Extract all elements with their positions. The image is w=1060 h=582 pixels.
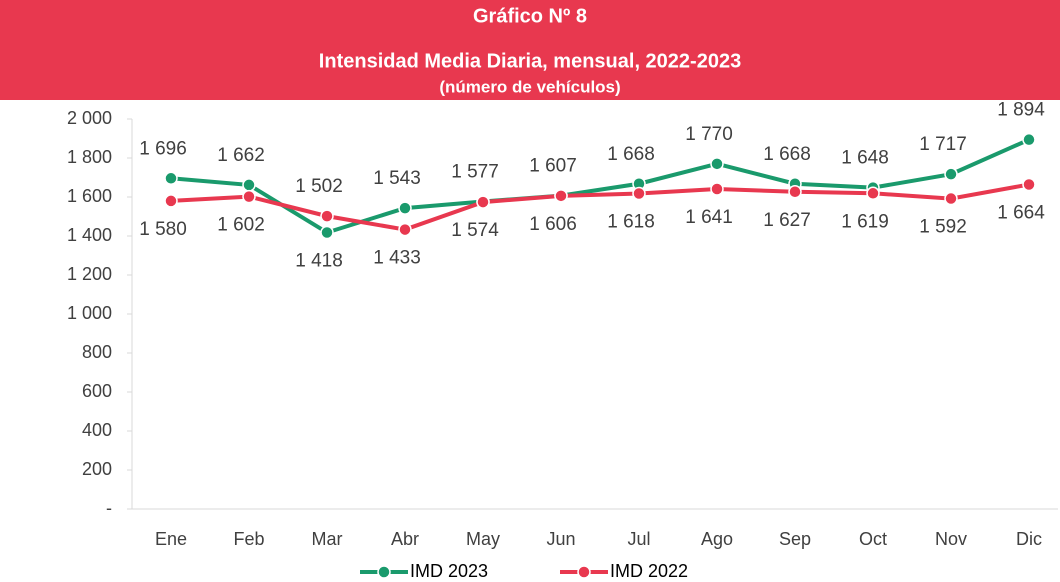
y-tick-label: 400: [82, 420, 112, 440]
data-label: 1 606: [529, 214, 577, 235]
data-label: 1 602: [217, 215, 265, 236]
data-label: 1 619: [841, 211, 889, 232]
data-label: 1 580: [139, 219, 187, 240]
data-point: [242, 189, 256, 204]
y-tick-label: 1 800: [67, 147, 112, 167]
data-point: [164, 171, 178, 186]
unit-label: (número de vehículos): [439, 77, 620, 96]
data-point: [320, 209, 334, 223]
x-tick-label: Oct: [859, 529, 887, 549]
data-label: 1 618: [607, 212, 655, 233]
data-point: [164, 194, 178, 208]
data-point: [866, 186, 880, 201]
data-label: 1 662: [217, 145, 265, 166]
data-label: 1 627: [763, 210, 811, 231]
data-label: 1 717: [919, 134, 967, 155]
data-point: [554, 189, 568, 203]
x-tick-label: Ago: [701, 529, 733, 549]
data-label: 1 696: [139, 138, 187, 159]
data-label: 1 770: [685, 124, 733, 145]
data-point: [476, 195, 490, 209]
data-point: [398, 201, 412, 215]
x-tick-label: Ene: [155, 529, 187, 549]
title-banner: [0, 0, 1060, 100]
data-label: 1 641: [685, 207, 733, 228]
y-tick-label: 800: [82, 342, 112, 362]
x-tick-label: Dic: [1016, 529, 1042, 549]
data-point: [944, 191, 958, 206]
data-label: 1 433: [373, 248, 421, 269]
data-label: 1 574: [451, 220, 499, 241]
data-label: 1 894: [997, 100, 1045, 121]
chart-title: Gráfico Nº 8: [473, 5, 587, 27]
data-point: [710, 182, 724, 196]
data-label: 1 502: [295, 176, 343, 197]
data-label: 1 668: [607, 144, 655, 165]
x-tick-label: Jun: [546, 529, 575, 549]
data-label: 1 543: [373, 168, 421, 189]
data-label: 1 664: [997, 203, 1045, 224]
data-label: 1 668: [763, 144, 811, 165]
y-tick-label: 1 000: [67, 303, 112, 323]
data-point: [242, 178, 256, 192]
chart-subtitle: Intensidad Media Diaria, mensual, 2022-2…: [319, 50, 741, 72]
series-line: [170, 182, 1030, 232]
y-tick-label: 2 000: [67, 108, 112, 128]
x-tick-label: Nov: [935, 529, 967, 549]
data-point: [1022, 132, 1036, 147]
data-label: 1 418: [295, 251, 343, 272]
data-point: [710, 157, 724, 171]
x-tick-label: May: [466, 529, 500, 549]
y-tick-label: 1 400: [67, 225, 112, 245]
data-point: [632, 186, 646, 201]
x-tick-label: Jul: [627, 529, 650, 549]
data-point: [788, 184, 802, 199]
legend-marker: [577, 565, 591, 579]
data-label: 1 607: [529, 156, 577, 177]
legend-label: IMD 2022: [610, 561, 688, 581]
data-point: [1022, 177, 1036, 192]
data-label: 1 592: [919, 217, 967, 238]
x-tick-label: Mar: [312, 529, 343, 549]
y-tick-label: 200: [82, 459, 112, 479]
x-tick-label: Feb: [233, 529, 264, 549]
data-point: [320, 225, 334, 240]
data-point: [398, 222, 412, 237]
data-label: 1 577: [451, 162, 499, 183]
legend-marker: [377, 565, 391, 579]
y-tick-label: -: [106, 498, 112, 518]
legend-label: IMD 2023: [410, 561, 488, 581]
x-tick-label: Abr: [391, 529, 419, 549]
x-tick-label: Sep: [779, 529, 811, 549]
y-tick-label: 1 200: [67, 264, 112, 284]
data-label: 1 648: [841, 148, 889, 169]
y-tick-label: 1 600: [67, 186, 112, 206]
y-tick-label: 600: [82, 381, 112, 401]
data-point: [944, 167, 958, 181]
series-line: [170, 137, 1030, 235]
